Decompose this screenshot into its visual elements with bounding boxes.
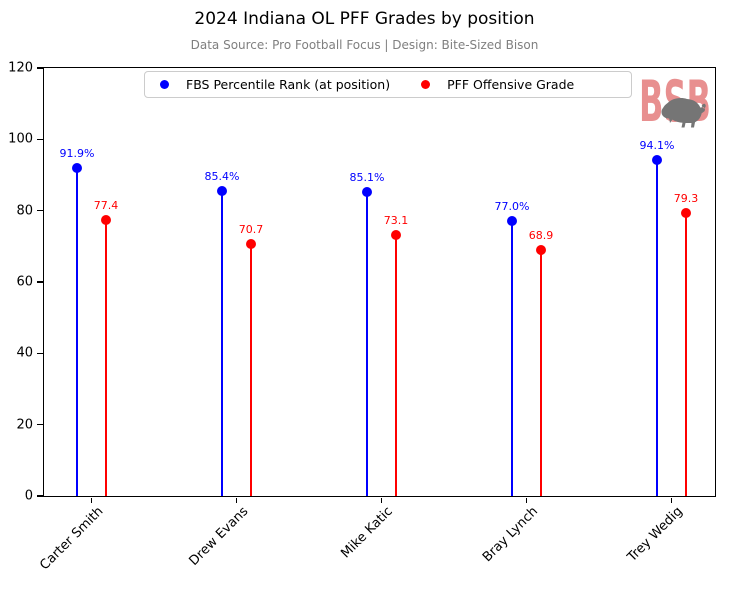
y-axis-tick xyxy=(37,352,43,355)
marker-dot xyxy=(246,238,256,249)
y-axis-tick xyxy=(37,138,43,141)
legend-label: PFF Offensive Grade xyxy=(447,77,575,92)
value-label: 70.7 xyxy=(238,222,264,236)
marker-dot xyxy=(362,187,372,198)
marker-dot xyxy=(536,245,546,256)
stem-line xyxy=(365,192,369,496)
x-axis-category-label: Mike Katic xyxy=(338,504,397,562)
value-label: 79.3 xyxy=(673,192,699,206)
value-label: 77.4 xyxy=(93,198,119,212)
x-axis-tick xyxy=(525,497,528,503)
value-label: 85.1% xyxy=(349,171,385,185)
x-axis-category-label: Carter Smith xyxy=(36,504,107,574)
y-axis-tick xyxy=(37,281,43,283)
x-axis-category-label: Drew Evans xyxy=(186,504,252,569)
y-axis-tick-label: 40 xyxy=(16,345,33,361)
y-axis-tick-label: 120 xyxy=(8,60,33,76)
stem-line xyxy=(249,243,253,496)
red-dot-icon xyxy=(421,80,431,89)
stem-line xyxy=(655,160,659,496)
stem-line xyxy=(510,221,514,496)
legend-label: FBS Percentile Rank (at position) xyxy=(186,77,391,92)
x-axis-category-label: Bray Lynch xyxy=(479,504,542,566)
y-axis-tick-label: 60 xyxy=(16,274,33,290)
marker-dot xyxy=(681,208,691,219)
value-label: 85.4% xyxy=(204,170,240,184)
marker-dot xyxy=(652,155,662,166)
y-axis-tick xyxy=(37,209,43,212)
marker-dot xyxy=(101,214,111,225)
legend-item-grade: PFF Offensive Grade xyxy=(421,77,574,92)
bison-icon xyxy=(661,98,706,128)
marker-dot xyxy=(72,163,82,174)
x-axis-category-label: Trey Wedig xyxy=(625,504,687,565)
y-axis-tick xyxy=(37,423,43,426)
legend-item-percentile: FBS Percentile Rank (at position) xyxy=(160,77,390,92)
value-label: 94.1% xyxy=(639,139,675,153)
marker-dot xyxy=(507,216,517,227)
marker-dot xyxy=(217,186,227,197)
blue-dot-icon xyxy=(160,80,169,89)
stem-line xyxy=(684,213,688,496)
legend: FBS Percentile Rank (at position) PFF Of… xyxy=(144,71,632,98)
marker-dot xyxy=(391,230,401,241)
stem-line xyxy=(104,219,108,496)
value-label: 73.1 xyxy=(383,214,409,228)
stem-line xyxy=(75,168,79,496)
stem-line xyxy=(220,191,224,496)
chart-title: 2024 Indiana OL PFF Grades by position xyxy=(194,9,535,29)
bsb-logo-graphic: BSB xyxy=(639,69,711,135)
chart-subtitle: Data Source: Pro Football Focus | Design… xyxy=(190,38,539,52)
plot-area: 0 20 40 60 80 100 120 Carter Smith Drew Evans Mik… xyxy=(8,61,716,573)
y-axis-tick-label: 100 xyxy=(8,131,33,147)
stem-line xyxy=(394,235,398,496)
value-label: 77.0% xyxy=(494,200,530,214)
y-axis-tick-label: 80 xyxy=(16,203,33,219)
y-axis-tick xyxy=(37,495,43,497)
value-label: 91.9% xyxy=(59,147,95,161)
y-axis-tick-label: 20 xyxy=(16,417,33,433)
x-axis-tick xyxy=(90,497,93,503)
value-label: 68.9 xyxy=(528,229,554,243)
y-axis-tick xyxy=(37,67,43,69)
x-axis-tick xyxy=(380,497,383,503)
stem-line xyxy=(539,250,543,496)
bite-sized-bison-logo: BSB xyxy=(637,69,721,135)
x-axis-tick xyxy=(235,497,238,503)
x-axis-tick xyxy=(670,497,673,503)
y-axis-tick-label: 0 xyxy=(24,488,33,504)
